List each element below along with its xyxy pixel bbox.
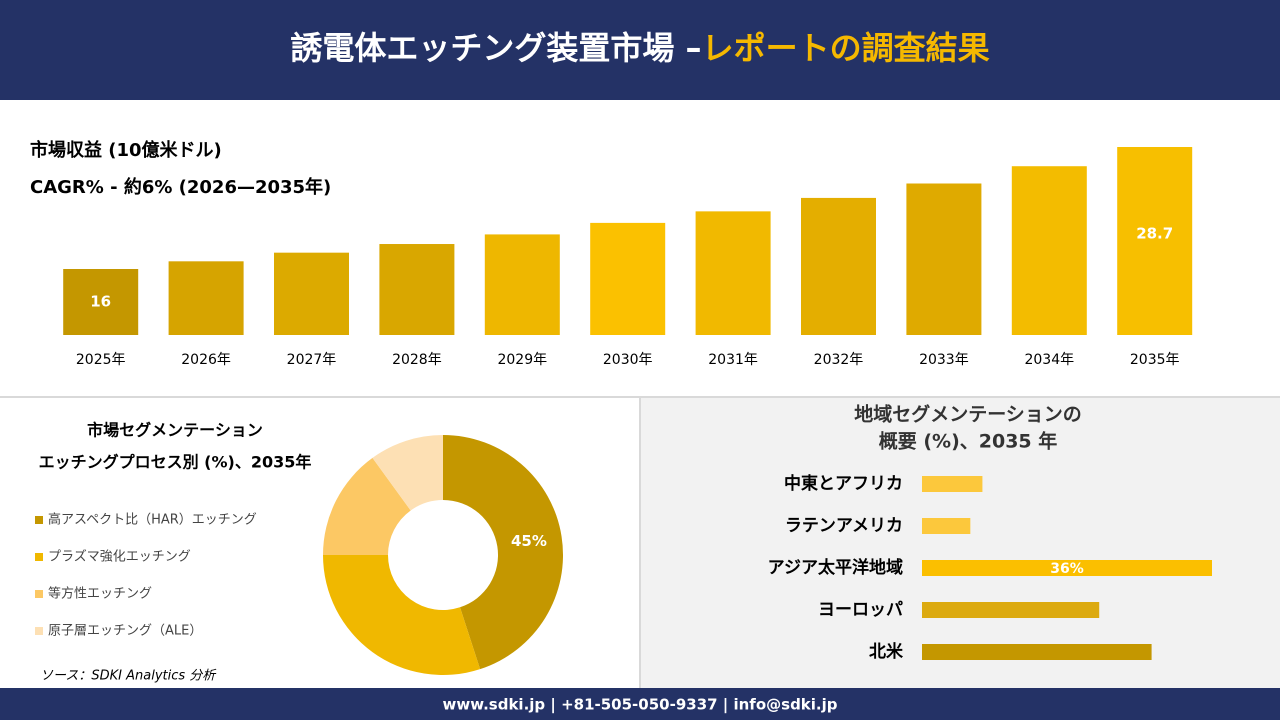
bar — [922, 644, 1152, 660]
x-tick-label: 2028年 — [392, 352, 442, 368]
bar — [922, 602, 1100, 618]
value-label: 28.7 — [1136, 225, 1173, 243]
y-tick-label: ラテンアメリカ — [785, 516, 903, 536]
legend-label: プラズマ強化エッチング — [48, 549, 191, 565]
right-panel — [641, 398, 1280, 688]
legend-label: 等方性エッチング — [48, 586, 152, 602]
bar — [274, 252, 349, 335]
donut-segment — [372, 435, 443, 511]
x-tick-label: 2027年 — [287, 352, 337, 368]
header-band — [0, 0, 1280, 100]
bar — [801, 197, 876, 335]
chart-title: 市場セグメンテーション — [87, 421, 263, 440]
legend-swatch — [35, 590, 43, 598]
title-accent: レポートの調査結果 — [702, 29, 990, 67]
bar — [906, 183, 982, 335]
value-label: 36% — [1050, 561, 1084, 577]
chart-title: 概要 (%)、2035 年 — [879, 430, 1058, 453]
source: ソース：SDKI Analytics 分析 — [40, 669, 217, 684]
y-tick-label: ヨーロッパ — [818, 600, 903, 620]
chart-title: 地域セグメンテーションの — [854, 403, 1082, 426]
value-label: 45% — [511, 532, 547, 550]
bar — [922, 476, 983, 492]
donut-segment — [323, 457, 411, 555]
x-tick-label: 2031年 — [708, 352, 758, 368]
title-main: 誘電体エッチング装置市場 – — [290, 29, 701, 67]
bar — [379, 244, 455, 335]
x-tick-label: 2033年 — [919, 352, 969, 368]
bar — [922, 518, 971, 534]
x-tick-label: 2030年 — [603, 352, 653, 368]
footer-band — [0, 688, 1280, 720]
donut-segment — [323, 555, 481, 676]
bar — [168, 261, 244, 335]
donut-segment — [443, 435, 564, 670]
divider — [639, 398, 641, 688]
y-tick-label: アジア太平洋地域 — [768, 557, 903, 578]
y-tick-label: 北米 — [869, 641, 904, 662]
x-tick-label: 2034年 — [1024, 352, 1074, 368]
header-title: 誘電体エッチング装置市場 –レポートの調査結果 — [290, 29, 989, 67]
x-tick-label: 2029年 — [497, 352, 547, 368]
y-tick-label: 中東とアフリカ — [784, 473, 903, 494]
value-label: 16 — [90, 293, 111, 311]
x-tick-label: 2032年 — [814, 352, 864, 368]
bar — [63, 269, 139, 335]
legend-swatch — [35, 553, 43, 561]
x-tick-label: 2035年 — [1130, 352, 1180, 368]
footer-contact: www.sdki.jp | +81-505-050-9337 | info@sd… — [442, 696, 837, 715]
x-tick-label: 2026年 — [181, 352, 231, 368]
legend-label: 原子層エッチング（ALE） — [48, 624, 202, 639]
bar — [695, 211, 771, 335]
bar — [922, 560, 1212, 576]
chart-subtitle: CAGR% - 約6% (2026—2035年) — [30, 176, 331, 198]
chart-title: 市場収益 (10億米ドル) — [30, 139, 222, 161]
bar — [1117, 147, 1193, 335]
bar — [590, 222, 666, 335]
legend-swatch — [35, 516, 43, 524]
divider — [0, 396, 1280, 398]
legend-swatch — [35, 627, 43, 635]
legend-label: 高アスペクト比（HAR）エッチング — [48, 512, 257, 528]
bar — [1011, 166, 1087, 335]
chart-title: エッチングプロセス別 (%)、2035年 — [39, 453, 312, 472]
x-tick-label: 2025年 — [76, 352, 126, 368]
bar — [484, 234, 560, 335]
